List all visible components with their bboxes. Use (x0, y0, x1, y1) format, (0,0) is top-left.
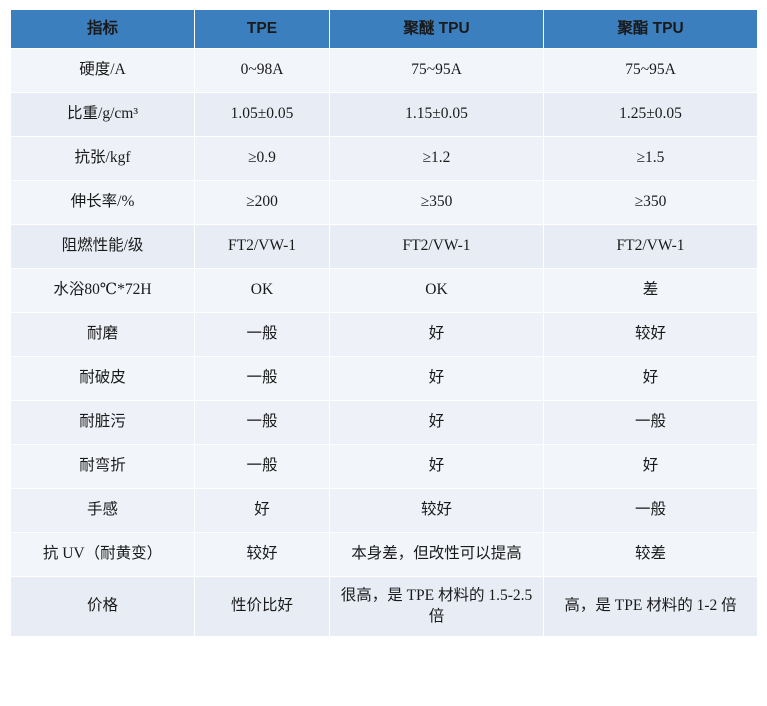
table-row: 价格 性价比好 很高，是 TPE 材料的 1.5-2.5 倍 高，是 TPE 材… (10, 576, 758, 637)
header-row: 指标 TPE 聚醚 TPU 聚酯 TPU (10, 9, 758, 49)
cell-uv-tpe: 较好 (194, 532, 330, 577)
cell-skinbreak-tpe: 一般 (194, 356, 330, 401)
cell-abrasion-polyester: 较好 (543, 312, 758, 357)
table-row: 水浴80℃*72H OK OK 差 (10, 268, 758, 313)
cell-density-polyether: 1.15±0.05 (329, 92, 544, 137)
cell-stain-tpe: 一般 (194, 400, 330, 445)
cell-hardness-polyether: 75~95A (329, 48, 544, 93)
cell-waterbath-polyether: OK (329, 268, 544, 313)
table-row: 抗张/kgf ≥0.9 ≥1.2 ≥1.5 (10, 136, 758, 181)
row-label-density: 比重/g/cm³ (10, 92, 195, 137)
cell-density-polyester: 1.25±0.05 (543, 92, 758, 137)
table-row: 伸长率/% ≥200 ≥350 ≥350 (10, 180, 758, 225)
cell-flex-tpe: 一般 (194, 444, 330, 489)
header-cell-polyester-tpu: 聚酯 TPU (543, 9, 758, 49)
table-row: 手感 好 较好 一般 (10, 488, 758, 533)
table-row: 耐磨 一般 好 较好 (10, 312, 758, 357)
header-cell-polyether-tpu: 聚醚 TPU (329, 9, 544, 49)
row-label-skin-break: 耐破皮 (10, 356, 195, 401)
table-row: 比重/g/cm³ 1.05±0.05 1.15±0.05 1.25±0.05 (10, 92, 758, 137)
cell-waterbath-polyester: 差 (543, 268, 758, 313)
spec-table-container: 指标 TPE 聚醚 TPU 聚酯 TPU 硬度/A 0~98A 75~95A 7… (10, 9, 758, 637)
cell-elongation-polyether: ≥350 (329, 180, 544, 225)
row-label-water-bath: 水浴80℃*72H (10, 268, 195, 313)
cell-tensile-tpe: ≥0.9 (194, 136, 330, 181)
cell-stain-polyether: 好 (329, 400, 544, 445)
cell-flex-polyester: 好 (543, 444, 758, 489)
cell-skinbreak-polyester: 好 (543, 356, 758, 401)
cell-flame-tpe: FT2/VW-1 (194, 224, 330, 269)
cell-skinbreak-polyether: 好 (329, 356, 544, 401)
row-label-elongation: 伸长率/% (10, 180, 195, 225)
material-comparison-table: 指标 TPE 聚醚 TPU 聚酯 TPU 硬度/A 0~98A 75~95A 7… (10, 9, 758, 637)
row-label-price: 价格 (10, 576, 195, 637)
table-row: 阻燃性能/级 FT2/VW-1 FT2/VW-1 FT2/VW-1 (10, 224, 758, 269)
cell-elongation-tpe: ≥200 (194, 180, 330, 225)
cell-hardness-polyester: 75~95A (543, 48, 758, 93)
table-row: 硬度/A 0~98A 75~95A 75~95A (10, 48, 758, 93)
cell-uv-polyether: 本身差，但改性可以提高 (329, 532, 544, 577)
cell-price-polyester: 高，是 TPE 材料的 1-2 倍 (543, 576, 758, 637)
row-label-flame-retardant: 阻燃性能/级 (10, 224, 195, 269)
cell-price-polyether: 很高，是 TPE 材料的 1.5-2.5 倍 (329, 576, 544, 637)
table-header: 指标 TPE 聚醚 TPU 聚酯 TPU (10, 9, 758, 49)
cell-elongation-polyester: ≥350 (543, 180, 758, 225)
header-cell-tpe: TPE (194, 9, 330, 49)
cell-hardness-tpe: 0~98A (194, 48, 330, 93)
cell-abrasion-polyether: 好 (329, 312, 544, 357)
cell-stain-polyester: 一般 (543, 400, 758, 445)
cell-feel-polyester: 一般 (543, 488, 758, 533)
table-row: 耐弯折 一般 好 好 (10, 444, 758, 489)
table-body: 硬度/A 0~98A 75~95A 75~95A 比重/g/cm³ 1.05±0… (10, 48, 758, 637)
row-label-uv: 抗 UV（耐黄变） (10, 532, 195, 577)
row-label-flex: 耐弯折 (10, 444, 195, 489)
table-row: 耐脏污 一般 好 一般 (10, 400, 758, 445)
cell-tensile-polyester: ≥1.5 (543, 136, 758, 181)
cell-tensile-polyether: ≥1.2 (329, 136, 544, 181)
row-label-hardness: 硬度/A (10, 48, 195, 93)
cell-flame-polyether: FT2/VW-1 (329, 224, 544, 269)
row-label-feel: 手感 (10, 488, 195, 533)
cell-feel-polyether: 较好 (329, 488, 544, 533)
cell-flame-polyester: FT2/VW-1 (543, 224, 758, 269)
table-row: 抗 UV（耐黄变） 较好 本身差，但改性可以提高 较差 (10, 532, 758, 577)
header-cell-indicator: 指标 (10, 9, 195, 49)
cell-density-tpe: 1.05±0.05 (194, 92, 330, 137)
row-label-abrasion: 耐磨 (10, 312, 195, 357)
cell-flex-polyether: 好 (329, 444, 544, 489)
row-label-tensile: 抗张/kgf (10, 136, 195, 181)
cell-uv-polyester: 较差 (543, 532, 758, 577)
cell-waterbath-tpe: OK (194, 268, 330, 313)
cell-abrasion-tpe: 一般 (194, 312, 330, 357)
cell-price-tpe: 性价比好 (194, 576, 330, 637)
table-row: 耐破皮 一般 好 好 (10, 356, 758, 401)
row-label-stain: 耐脏污 (10, 400, 195, 445)
cell-feel-tpe: 好 (194, 488, 330, 533)
